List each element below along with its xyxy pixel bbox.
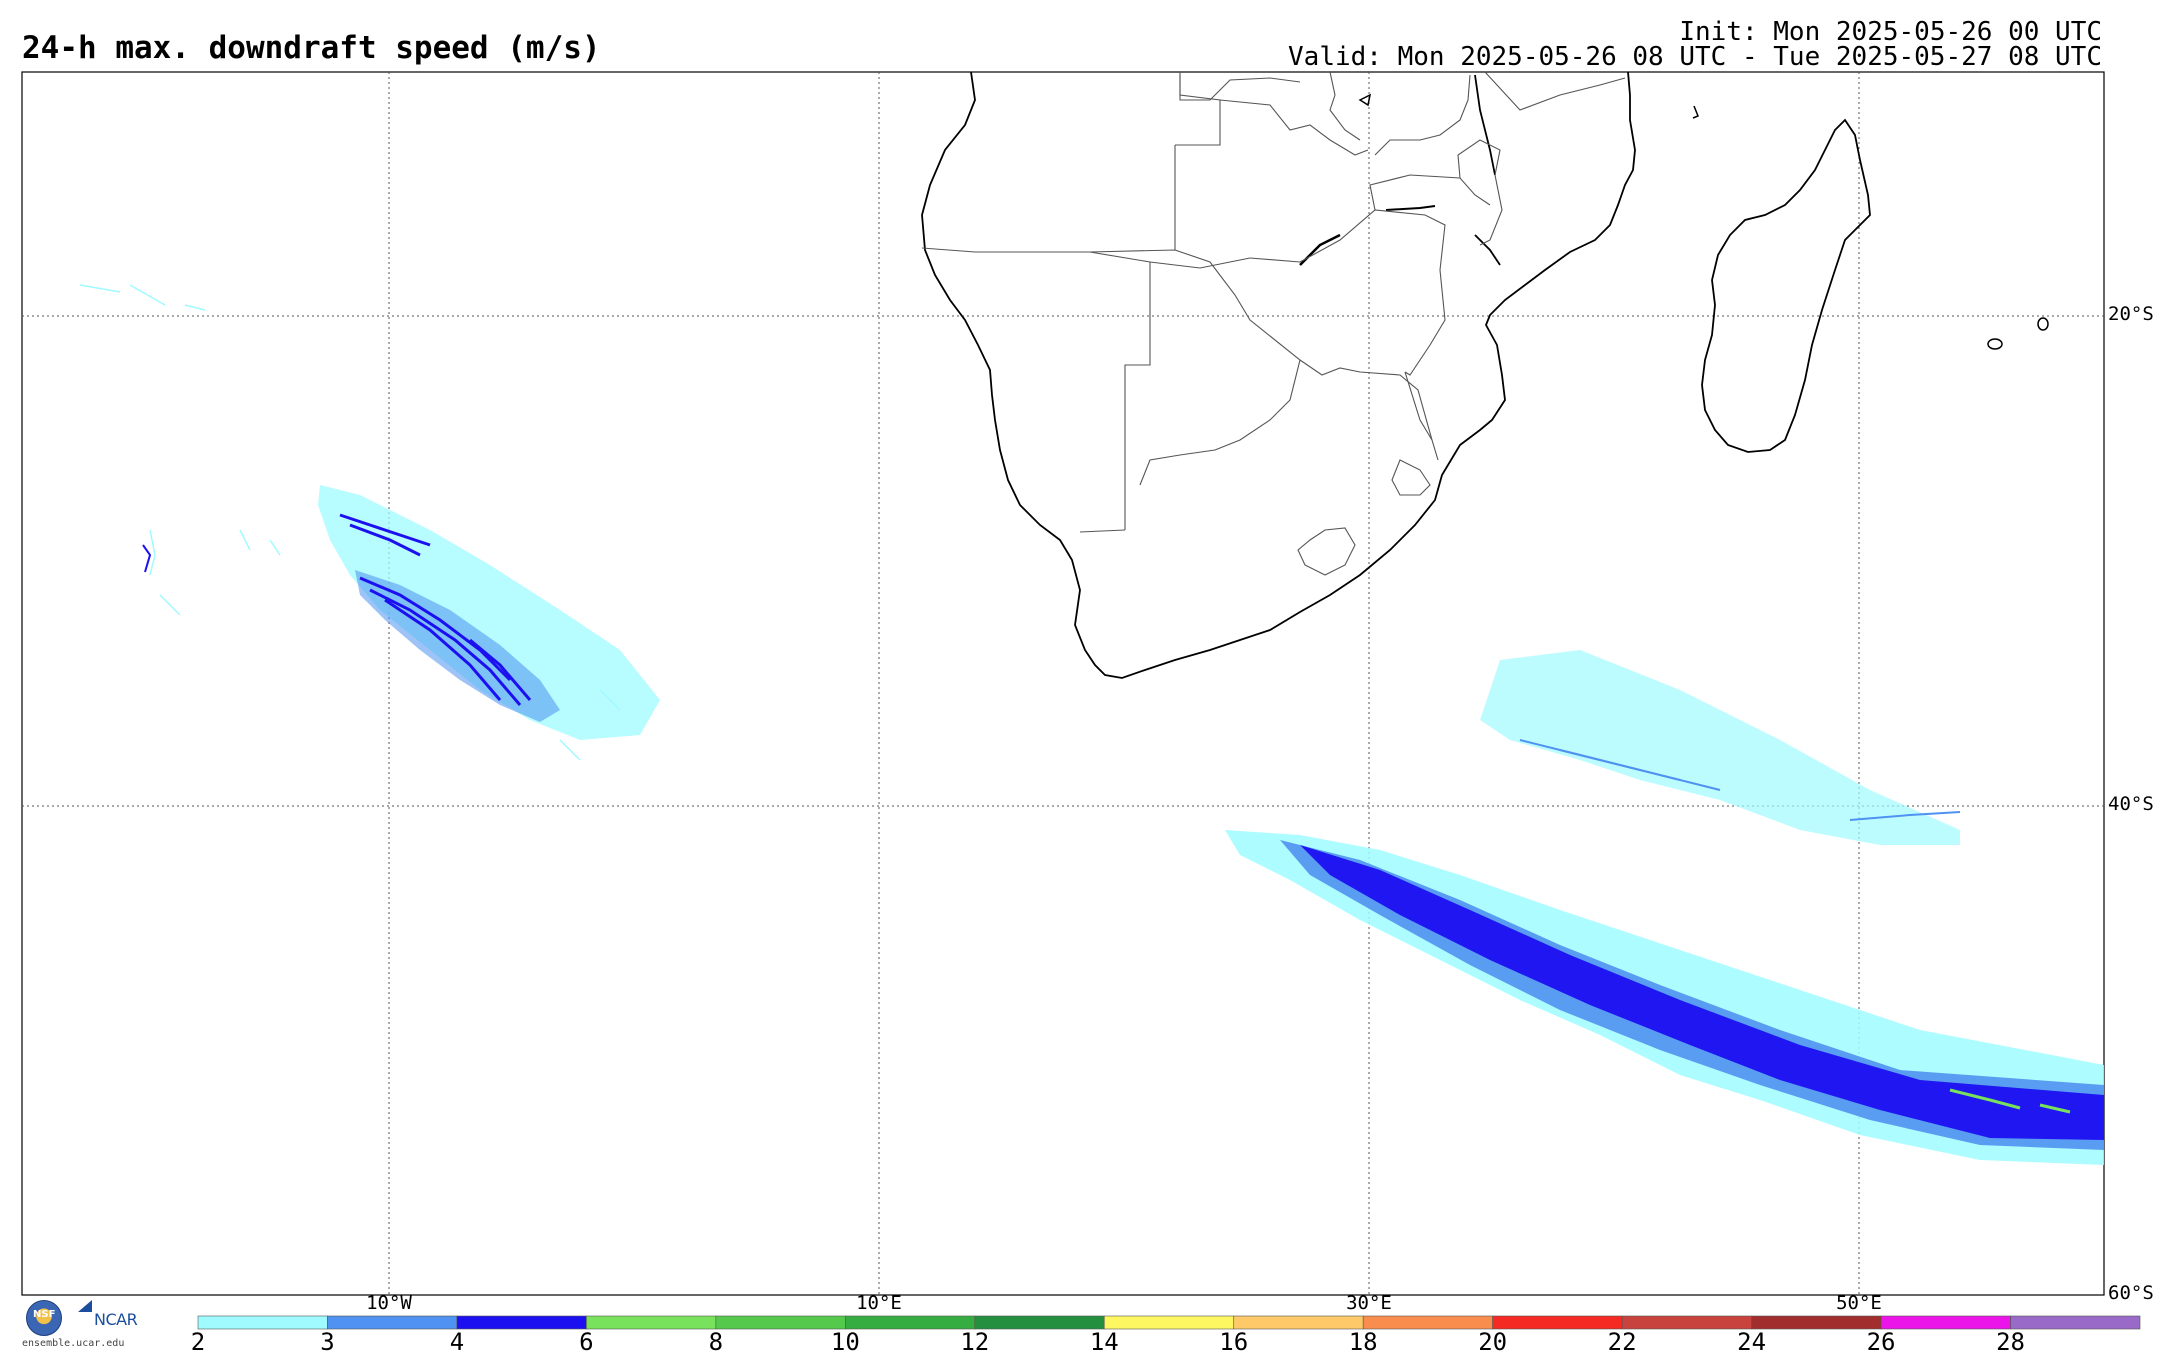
colorbar-tick-label: 2 <box>190 1328 206 1356</box>
colorbar-tick-label: 3 <box>320 1328 335 1356</box>
colorbar-tick-label: 14 <box>1089 1328 1119 1356</box>
run-time-info: Init: Mon 2025-05-26 00 UTC Valid: Mon 2… <box>1288 17 2102 72</box>
branding: NSF NCAR ensemble.ucar.edu <box>22 1298 152 1352</box>
comoros <box>1692 105 1699 119</box>
ncar-logo-text: NCAR <box>94 1310 138 1329</box>
colorbar-tick-label: 8 <box>708 1328 724 1356</box>
lake-kariba <box>1299 233 1341 266</box>
lat-label-40s: 40°S <box>2108 793 2154 815</box>
lon-label-50e: 50°E <box>1836 1292 1882 1314</box>
lake-1 <box>1358 93 1372 107</box>
field-4-6 <box>339 513 532 706</box>
lat-label-60s: 60°S <box>2108 1282 2154 1304</box>
valid-time: Valid: Mon 2025-05-26 08 UTC - Tue 2025-… <box>1288 42 2102 72</box>
nsf-logo-text: NSF <box>33 1309 56 1320</box>
colorbar-tick-label: 10 <box>830 1328 860 1356</box>
colorbar-tick-label: 22 <box>1607 1328 1637 1356</box>
lat-label-20s: 20°S <box>2108 303 2154 325</box>
field-2-3-streaks <box>79 284 621 761</box>
colorbar-tick-label: 28 <box>1996 1328 2025 1356</box>
nsf-logo-icon <box>26 1300 62 1336</box>
downdraft-field-atlantic <box>79 284 660 761</box>
colorbar-tick-label: 16 <box>1219 1328 1249 1356</box>
cahora-bassa <box>1474 234 1501 266</box>
colorbar-tick-label: 12 <box>960 1328 990 1356</box>
colorbar-tick-label: 20 <box>1478 1328 1508 1356</box>
colorbar-tick-label: 26 <box>1866 1328 1896 1356</box>
lon-label-10e: 10°E <box>856 1292 902 1314</box>
country-borders <box>921 71 1626 576</box>
lon-label-10w: 10°W <box>366 1292 412 1314</box>
lake-kariba-east <box>1385 205 1436 211</box>
colorbar-tick-label: 18 <box>1348 1328 1378 1356</box>
map-title: 24-h max. downdraft speed (m/s) <box>22 30 601 66</box>
lon-label-30e: 30°E <box>1346 1292 1392 1314</box>
field-2-3 <box>318 485 660 740</box>
madagascar-coast <box>1701 118 1871 453</box>
colorbar-tick-label: 4 <box>449 1328 465 1356</box>
website-url: ensemble.ucar.edu <box>22 1338 125 1349</box>
map-frame <box>21 71 2105 1296</box>
africa-coast <box>921 71 1636 679</box>
downdraft-field-indian <box>1225 650 2104 1165</box>
mauritius <box>1987 338 2003 350</box>
field-3-4-north <box>1519 739 1961 821</box>
reunion <box>2037 317 2049 331</box>
colorbar-tick-label: 24 <box>1737 1328 1767 1356</box>
field-4-6-south <box>1300 845 2104 1140</box>
graticule <box>22 72 2104 1295</box>
field-6-8-south <box>1949 1088 2071 1114</box>
init-time: Init: Mon 2025-05-26 00 UTC <box>1679 17 2102 47</box>
ncar-logo-icon <box>78 1300 92 1312</box>
colorbar-tick-label: 6 <box>579 1328 594 1356</box>
lake-malawi <box>1474 74 1496 176</box>
field-2-3-north <box>1480 650 1960 845</box>
